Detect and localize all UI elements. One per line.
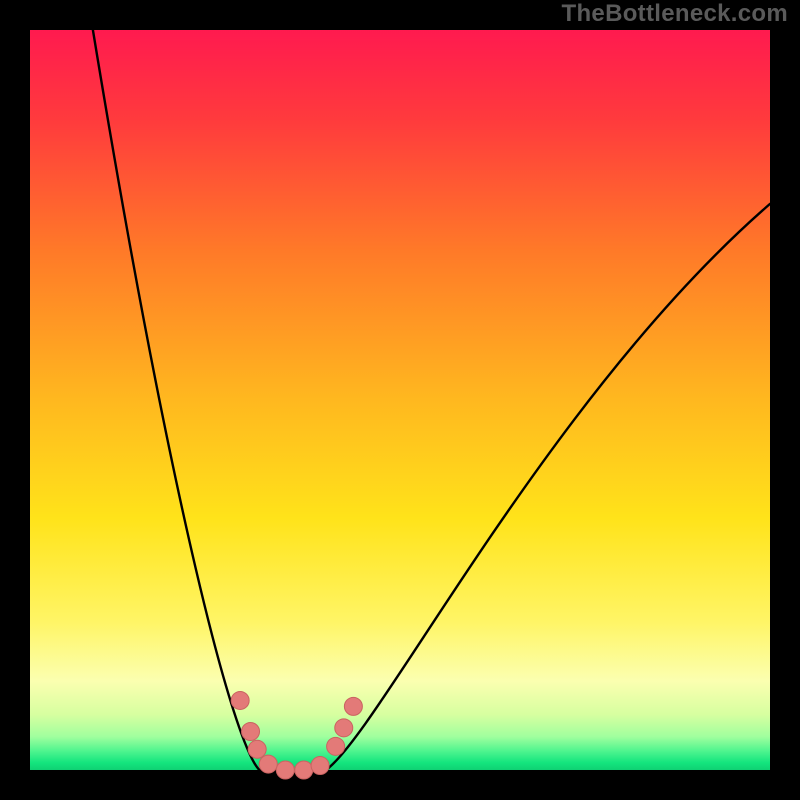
chart-stage: TheBottleneck.com bbox=[0, 0, 800, 800]
attribution-label: TheBottleneck.com bbox=[562, 0, 788, 28]
marker-point bbox=[327, 737, 345, 755]
marker-point bbox=[311, 757, 329, 775]
marker-point bbox=[242, 723, 260, 741]
marker-point bbox=[231, 691, 249, 709]
marker-point bbox=[295, 761, 313, 779]
bottleneck-chart bbox=[0, 0, 800, 800]
marker-point bbox=[276, 761, 294, 779]
marker-point bbox=[335, 719, 353, 737]
marker-point bbox=[259, 755, 277, 773]
marker-point bbox=[248, 740, 266, 758]
plot-gradient bbox=[30, 30, 770, 770]
marker-point bbox=[344, 697, 362, 715]
